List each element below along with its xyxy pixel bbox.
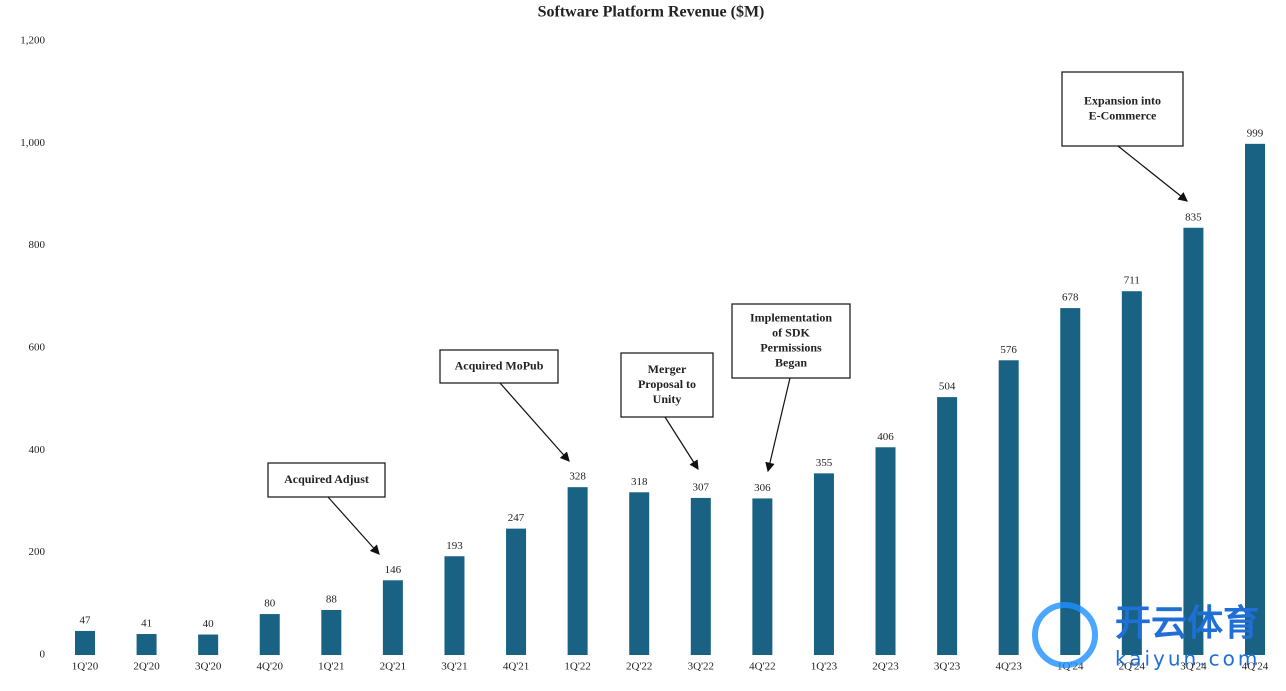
value-label: 355	[816, 457, 833, 469]
bar	[1060, 308, 1081, 655]
bar	[567, 487, 588, 655]
bar	[382, 580, 403, 655]
x-tick-label: 2Q'22	[626, 661, 652, 673]
annotation-box	[267, 462, 386, 498]
bar	[321, 609, 342, 655]
y-tick-label: 800	[29, 239, 46, 251]
value-label: 40	[203, 618, 215, 630]
bar	[1183, 227, 1204, 655]
value-label: 193	[446, 540, 463, 552]
annotation-box	[1061, 71, 1184, 147]
annotation-arrow	[1117, 145, 1188, 202]
x-tick-label: 3Q'21	[441, 661, 467, 673]
value-label: 88	[326, 594, 338, 606]
bar	[136, 634, 157, 655]
bar	[259, 614, 280, 655]
bar	[1245, 143, 1265, 655]
value-label: 146	[385, 564, 402, 576]
annotation-text: Merger	[648, 362, 687, 376]
value-label: 576	[1000, 344, 1017, 356]
x-tick-label: 3Q'24	[1180, 661, 1207, 673]
bar	[937, 397, 958, 655]
x-tick-label: 1Q'22	[564, 661, 590, 673]
watermark-text: 开云体育	[1115, 603, 1259, 644]
value-label: 999	[1247, 127, 1264, 139]
value-label: 504	[939, 381, 956, 393]
chart-title: Software Platform Revenue ($M)	[538, 4, 765, 21]
watermark-url: kaiyun.com	[1115, 647, 1260, 671]
bar	[690, 497, 711, 655]
value-label: 80	[264, 598, 276, 610]
x-tick-label: 2Q'24	[1119, 661, 1146, 673]
x-tick-label: 2Q'21	[380, 661, 406, 673]
x-tick-label: 1Q'20	[72, 661, 99, 673]
annotation-text: Proposal to	[638, 377, 696, 391]
x-tick-label: 4Q'24	[1242, 661, 1269, 673]
x-tick-label: 1Q'21	[318, 661, 344, 673]
annotation-arrow	[327, 496, 380, 555]
y-tick-label: 1,000	[20, 137, 45, 149]
x-tick-label: 4Q'21	[503, 661, 529, 673]
value-label: 318	[631, 476, 648, 488]
bar	[198, 634, 219, 655]
bar	[998, 360, 1019, 655]
annotation-text: Implementation	[750, 310, 832, 324]
bar	[875, 447, 896, 655]
value-label: 711	[1124, 275, 1140, 287]
x-tick-label: 4Q'22	[749, 661, 775, 673]
bar	[506, 528, 527, 655]
value-label: 835	[1185, 211, 1202, 223]
value-label: 41	[141, 618, 152, 630]
annotation-text: E-Commerce	[1089, 108, 1157, 122]
annotation-text: Expansion into	[1084, 93, 1161, 107]
value-label: 247	[508, 512, 525, 524]
annotation-text: Acquired Adjust	[284, 472, 369, 486]
bar	[752, 498, 773, 655]
annotation-text: Unity	[653, 392, 682, 406]
bar	[813, 473, 834, 655]
x-tick-label: 4Q'20	[257, 661, 284, 673]
value-label: 47	[80, 614, 92, 626]
x-tick-label: 3Q'23	[934, 661, 961, 673]
annotation-text: Acquired MoPub	[455, 358, 544, 372]
x-tick-label: 1Q'23	[811, 661, 838, 673]
annotation-box	[620, 352, 714, 418]
x-tick-label: 2Q'23	[872, 661, 899, 673]
annotation-arrow	[499, 382, 570, 462]
y-tick-label: 400	[29, 444, 46, 456]
annotation-text: Began	[775, 355, 807, 369]
x-tick-label: 3Q'22	[688, 661, 714, 673]
annotation-text: Permissions	[760, 340, 822, 354]
value-label: 406	[877, 431, 894, 443]
y-tick-label: 600	[29, 342, 46, 354]
annotation-arrow	[765, 377, 791, 473]
annotation-box	[731, 303, 851, 379]
y-tick-label: 1,200	[20, 35, 45, 47]
y-tick-label: 0	[40, 649, 46, 661]
bar	[1121, 291, 1142, 655]
x-tick-label: 3Q'20	[195, 661, 222, 673]
value-label: 306	[754, 482, 771, 494]
y-tick-label: 200	[29, 546, 46, 558]
value-label: 328	[569, 471, 586, 483]
annotation-arrow	[664, 416, 699, 471]
value-label: 678	[1062, 292, 1079, 304]
annotation-text: of SDK	[772, 325, 810, 339]
watermark-logo	[1032, 602, 1098, 668]
x-tick-label: 4Q'23	[995, 661, 1022, 673]
bar	[444, 556, 465, 655]
annotation-box	[439, 349, 559, 384]
value-label: 307	[693, 481, 710, 493]
bar	[629, 492, 650, 655]
bar	[75, 630, 95, 655]
x-tick-label: 2Q'20	[133, 661, 160, 673]
